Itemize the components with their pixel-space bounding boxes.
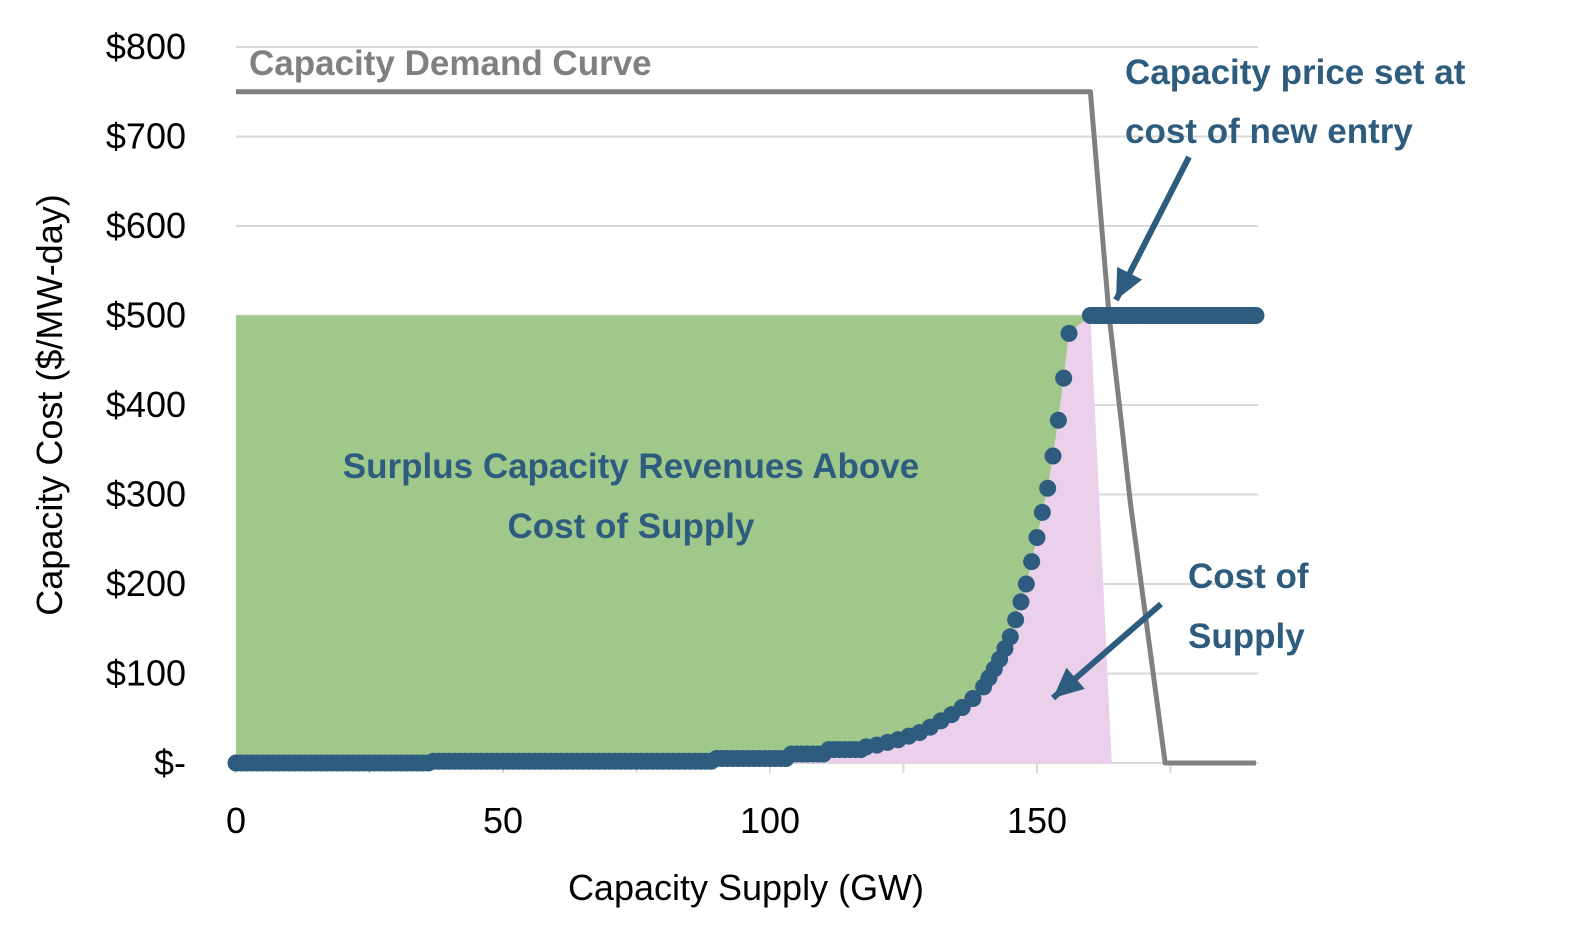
surplus-area <box>236 315 1091 763</box>
surplus-label-line1: Surplus Capacity Revenues Above <box>343 447 919 486</box>
supply-point <box>1028 528 1046 546</box>
price-arrow-head <box>1116 266 1143 300</box>
annotation-arrows <box>1051 155 1192 701</box>
x-tick-label: 150 <box>1007 800 1067 841</box>
supply-point <box>1001 628 1019 646</box>
y-tick-label: $500 <box>106 295 186 336</box>
y-tick-label: $800 <box>106 26 186 67</box>
supply-point <box>1012 593 1030 611</box>
supply-point <box>1247 307 1265 324</box>
supply-point <box>1060 324 1078 342</box>
demand-curve-label: Capacity Demand Curve <box>249 44 652 83</box>
price-label-line1: Capacity price set at <box>1125 53 1466 92</box>
supply-point <box>1049 411 1067 429</box>
cost-area <box>236 315 1112 763</box>
supply-point <box>1055 369 1073 387</box>
cost-arrow-head <box>1053 667 1085 698</box>
supply-point <box>1017 575 1035 593</box>
y-tick-label: $700 <box>106 116 186 157</box>
price-label-line2: cost of new entry <box>1125 112 1413 151</box>
supply-point <box>1033 503 1051 521</box>
demand-curve <box>236 89 1256 766</box>
y-axis-tick-labels: $- $100 $200 $300 $400 $500 $600 $700 $800 <box>106 26 186 783</box>
supply-points <box>227 307 1265 772</box>
y-tick-label: $200 <box>106 563 186 604</box>
cost-label-line2: Supply <box>1188 617 1305 656</box>
cost-label-line1: Cost of <box>1188 557 1309 596</box>
x-tick-label: 0 <box>226 800 246 841</box>
y-tick-label: $- <box>154 742 186 783</box>
demand-curve-line <box>236 89 1256 766</box>
x-axis-tick-labels: 0 50 100 150 <box>226 800 1067 841</box>
supply-point <box>964 690 982 708</box>
y-tick-label: $300 <box>106 474 186 515</box>
supply-point <box>1039 479 1057 497</box>
y-tick-label: $400 <box>106 384 186 425</box>
supply-point <box>1044 447 1062 465</box>
y-axis-title: Capacity Cost ($/MW-day) <box>29 194 70 615</box>
supply-point <box>1007 611 1025 629</box>
x-tick-label: 50 <box>483 800 523 841</box>
y-tick-label: $600 <box>106 205 186 246</box>
shaded-areas <box>236 315 1112 763</box>
supply-point <box>1023 553 1041 571</box>
surplus-label-line2: Cost of Supply <box>508 507 755 546</box>
x-tick-label: 100 <box>740 800 800 841</box>
y-tick-label: $100 <box>106 653 186 694</box>
x-axis-title: Capacity Supply (GW) <box>568 867 924 908</box>
